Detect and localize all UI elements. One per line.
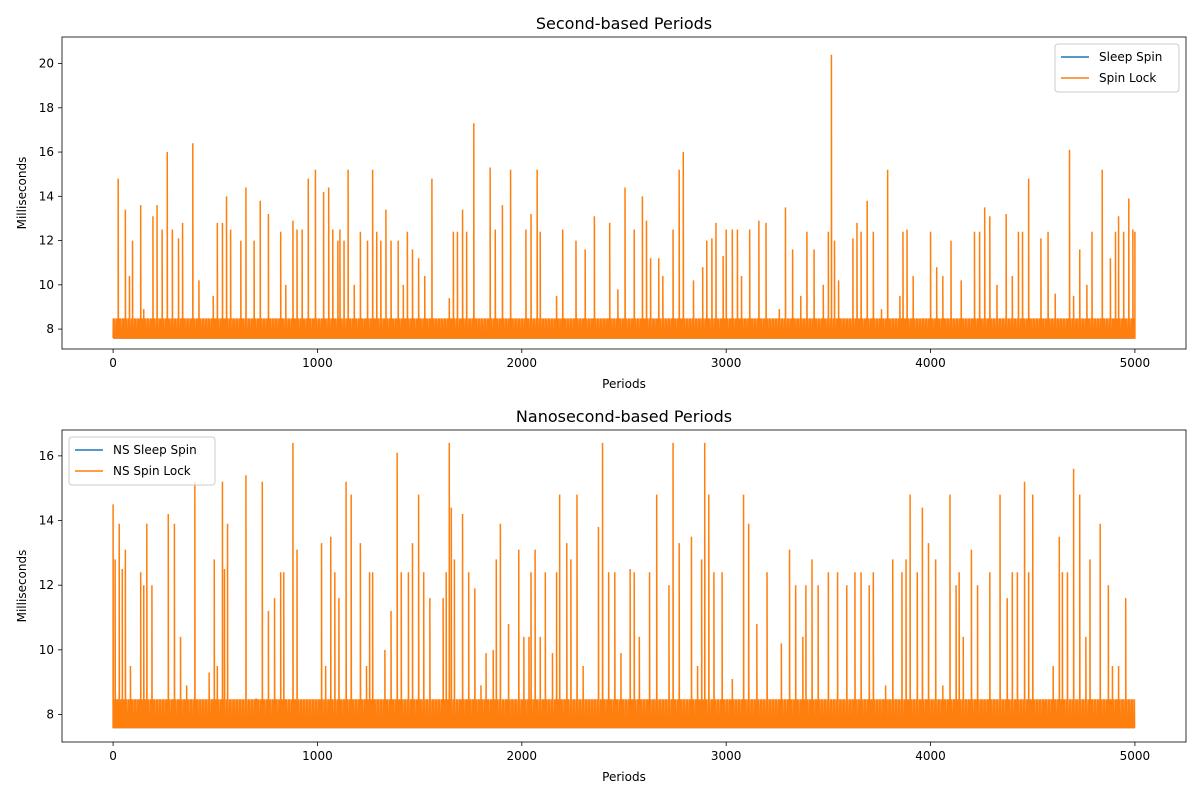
series-layer (112, 54, 1136, 339)
chart-title: Second-based Periods (536, 14, 712, 33)
legend-entry: NS Sleep Spin (113, 443, 197, 457)
legend: Sleep Spin Spin Lock (1054, 43, 1180, 93)
plot-frame (61, 429, 1187, 743)
x-tick-label: 1000 (302, 749, 333, 763)
y-tick-label: 12 (39, 234, 54, 248)
y-tick-label: 14 (39, 189, 54, 203)
x-axis-label: Periods (602, 377, 646, 391)
y-tick-label: 8 (46, 708, 54, 722)
legend: NS Sleep Spin NS Spin Lock (68, 436, 216, 486)
y-tick-label: 10 (39, 643, 54, 657)
series-layer (112, 442, 1136, 729)
y-tick-label: 20 (39, 57, 54, 71)
x-tick-label: 5000 (1120, 356, 1151, 370)
y-axis-label: Milliseconds (15, 157, 29, 230)
chart-title: Nanosecond-based Periods (516, 407, 732, 426)
x-axis-label: Periods (602, 770, 646, 784)
series-line-1 (112, 442, 1136, 729)
chart-nanosecond-based: Nanosecond-based Periods 0 1000 2000 3000 400… (15, 407, 1187, 784)
y-tick-label: 16 (39, 449, 54, 463)
legend-entry: NS Spin Lock (113, 464, 191, 478)
x-tick-label: 2000 (507, 356, 538, 370)
chart-second-based: Second-based Periods 0 1000 2000 3000 4000 500… (15, 14, 1187, 391)
y-tick-label: 8 (46, 322, 54, 336)
y-tick-label: 12 (39, 578, 54, 592)
y-tick-label: 10 (39, 278, 54, 292)
y-tick-label: 18 (39, 101, 54, 115)
legend-entry: Sleep Spin (1099, 50, 1162, 64)
x-tick-label: 4000 (915, 356, 946, 370)
plot-frame (61, 36, 1187, 350)
legend-box (1054, 43, 1180, 93)
y-tick-label: 16 (39, 145, 54, 159)
x-tick-label: 0 (109, 749, 117, 763)
x-tick-label: 1000 (302, 356, 333, 370)
x-tick-label: 0 (109, 356, 117, 370)
x-tick-label: 3000 (711, 749, 742, 763)
x-tick-label: 2000 (507, 749, 538, 763)
legend-entry: Spin Lock (1099, 71, 1156, 85)
series-line-1 (112, 54, 1136, 339)
legend-box (68, 436, 216, 486)
x-tick-label: 5000 (1120, 749, 1151, 763)
x-tick-label: 3000 (711, 356, 742, 370)
x-tick-label: 4000 (915, 749, 946, 763)
y-axis-label: Milliseconds (15, 550, 29, 623)
y-tick-label: 14 (39, 514, 54, 528)
